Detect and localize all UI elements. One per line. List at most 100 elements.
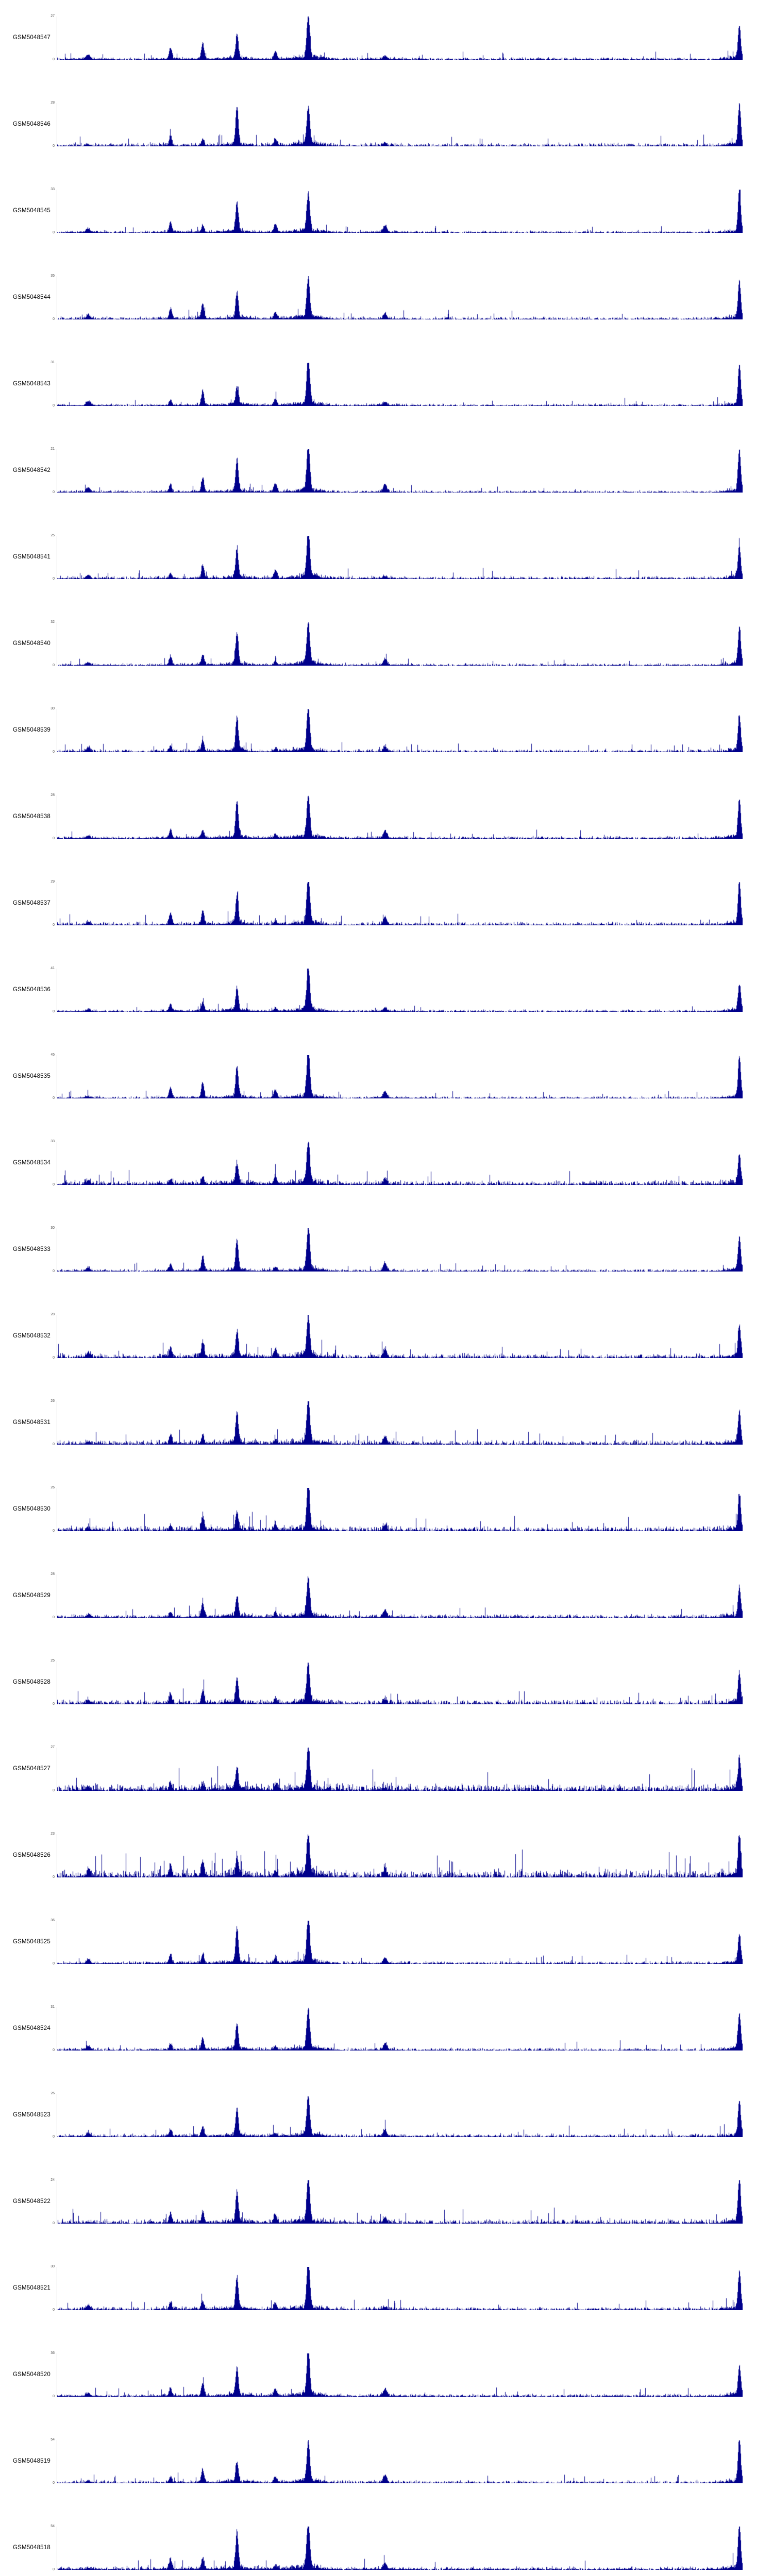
coverage-signal-canvas — [57, 2353, 743, 2397]
track-plot-area: 54 0 — [51, 2524, 743, 2571]
track-plot-area: 54 0 — [51, 2438, 743, 2485]
track-ybase-label: 0 — [53, 750, 55, 754]
track-row: GSM5048528 25 0 — [0, 1659, 773, 1745]
coverage-signal-canvas — [57, 622, 743, 666]
track-ymax-label: 36 — [51, 2351, 55, 2355]
coverage-signal-canvas — [57, 536, 743, 579]
track-plot-area: 30 0 — [51, 1226, 743, 1273]
track-label: GSM5048531 — [13, 1419, 51, 1426]
track-plot-area: 23 0 — [51, 1832, 743, 1879]
track-label: GSM5048518 — [13, 2545, 51, 2551]
track-row: GSM5048544 35 0 — [0, 274, 773, 361]
track-row: GSM5048519 54 0 — [0, 2438, 773, 2524]
track-ymax-label: 24 — [51, 2178, 55, 2182]
track-plot-area: 36 0 — [51, 2351, 743, 2398]
coverage-signal-canvas — [57, 1055, 743, 1098]
track-row: GSM5048533 30 0 — [0, 1226, 773, 1313]
track-row: GSM5048531 26 0 — [0, 1399, 773, 1486]
coverage-signal-canvas — [57, 1315, 743, 1358]
track-label: GSM5048540 — [13, 640, 51, 647]
track-label: GSM5048544 — [13, 294, 51, 300]
coverage-signal-canvas — [57, 2094, 743, 2137]
track-row: GSM5048546 28 0 — [0, 101, 773, 188]
track-label: GSM5048543 — [13, 381, 51, 387]
coverage-signal-canvas — [57, 1574, 743, 1618]
track-plot-area: 24 0 — [51, 2178, 743, 2225]
track-row: GSM5048529 28 0 — [0, 1572, 773, 1659]
coverage-signal-canvas — [57, 2267, 743, 2310]
track-ybase-label: 0 — [53, 664, 55, 667]
track-label: GSM5048520 — [13, 2371, 51, 2378]
track-plot-area: 41 0 — [51, 967, 743, 1013]
track-ymax-label: 25 — [51, 1659, 55, 1663]
track-row: GSM5048538 28 0 — [0, 793, 773, 880]
track-ybase-label: 0 — [53, 2135, 55, 2139]
coverage-signal-canvas — [57, 1834, 743, 1877]
track-ybase-label: 0 — [53, 1875, 55, 1879]
track-label: GSM5048547 — [13, 35, 51, 41]
track-row: GSM5048535 45 0 — [0, 1053, 773, 1140]
track-ybase-label: 0 — [53, 1356, 55, 1360]
track-row: GSM5048537 29 0 — [0, 880, 773, 967]
track-ybase-label: 0 — [53, 1010, 55, 1013]
track-ybase-label: 0 — [53, 58, 55, 61]
track-label: GSM5048546 — [13, 121, 51, 127]
coverage-signal-canvas — [57, 2440, 743, 2483]
track-row: GSM5048521 30 0 — [0, 2265, 773, 2351]
track-ymax-label: 21 — [51, 447, 55, 451]
track-ybase-label: 0 — [53, 1183, 55, 1187]
coverage-signal-canvas — [57, 1748, 743, 1791]
track-plot-area: 35 0 — [51, 274, 743, 321]
track-plot-area: 28 0 — [51, 1313, 743, 1360]
coverage-signal-canvas — [57, 1401, 743, 1445]
track-row: GSM5048526 23 0 — [0, 1832, 773, 1919]
track-label: GSM5048527 — [13, 1766, 51, 1772]
track-plot-area: 25 0 — [51, 1659, 743, 1706]
track-ymax-label: 26 — [51, 2092, 55, 2095]
track-ybase-label: 0 — [53, 2222, 55, 2225]
track-label: GSM5048522 — [13, 2198, 51, 2205]
track-ymax-label: 30 — [51, 2265, 55, 2268]
track-label: GSM5048526 — [13, 1852, 51, 1858]
track-plot-area: 33 0 — [51, 1140, 743, 1187]
track-ybase-label: 0 — [53, 2308, 55, 2312]
track-label: GSM5048533 — [13, 1246, 51, 1252]
track-plot-area: 30 0 — [51, 2265, 743, 2312]
track-row: GSM5048540 32 0 — [0, 620, 773, 707]
track-label: GSM5048542 — [13, 467, 51, 473]
track-row: GSM5048525 36 0 — [0, 1919, 773, 2005]
track-ybase-label: 0 — [53, 1789, 55, 1792]
track-ybase-label: 0 — [53, 923, 55, 927]
track-ybase-label: 0 — [53, 317, 55, 321]
track-ymax-label: 35 — [51, 274, 55, 278]
track-plot-area: 27 0 — [51, 1745, 743, 1792]
track-row: GSM5048542 21 0 — [0, 447, 773, 534]
track-ybase-label: 0 — [53, 2048, 55, 2052]
coverage-signal-canvas — [57, 363, 743, 406]
coverage-signal-canvas — [57, 449, 743, 493]
track-ymax-label: 27 — [51, 14, 55, 18]
track-label: GSM5048524 — [13, 2025, 51, 2031]
track-ymax-label: 26 — [51, 1399, 55, 1403]
track-label: GSM5048530 — [13, 1506, 51, 1512]
track-row: GSM5048547 27 0 — [0, 14, 773, 101]
track-ybase-label: 0 — [53, 577, 55, 581]
track-ybase-label: 0 — [53, 2481, 55, 2485]
coverage-track-list: GSM5048547 27 0 GSM5048546 28 0 GSM50485… — [0, 14, 773, 2576]
track-plot-area: 29 0 — [51, 880, 743, 927]
track-row: GSM5048545 33 0 — [0, 188, 773, 274]
track-ybase-label: 0 — [53, 231, 55, 234]
track-label: GSM5048523 — [13, 2112, 51, 2118]
track-ymax-label: 30 — [51, 1226, 55, 1230]
track-ymax-label: 31 — [51, 2005, 55, 2009]
coverage-signal-canvas — [57, 16, 743, 60]
track-ymax-label: 54 — [51, 2438, 55, 2442]
track-plot-area: 31 0 — [51, 361, 743, 408]
coverage-signal-canvas — [57, 1228, 743, 1272]
coverage-signal-canvas — [57, 709, 743, 752]
track-label: GSM5048545 — [13, 208, 51, 214]
track-ymax-label: 26 — [51, 1486, 55, 1489]
track-row: GSM5048520 36 0 — [0, 2351, 773, 2438]
track-ymax-label: 28 — [51, 1313, 55, 1316]
track-label: GSM5048529 — [13, 1592, 51, 1599]
